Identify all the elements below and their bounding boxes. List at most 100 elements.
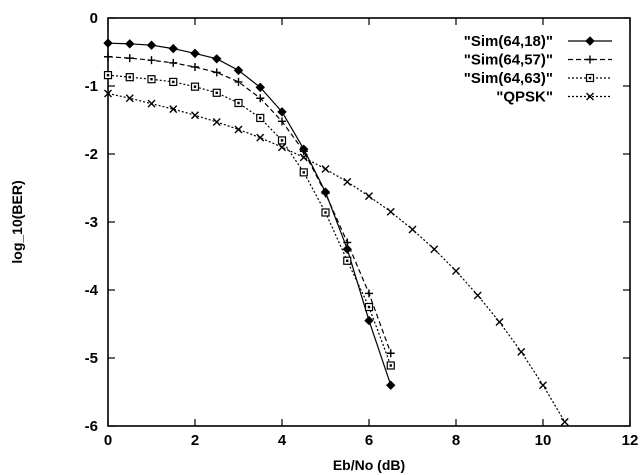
data-point-cross <box>495 317 504 326</box>
legend-item-4: "QPSK" <box>496 89 612 106</box>
data-point-square <box>234 98 243 108</box>
square-center <box>302 171 305 174</box>
data-point-plus <box>191 62 199 71</box>
data-point-diamond <box>255 82 265 93</box>
data-point-cross <box>234 125 243 134</box>
data-point-cross <box>430 245 439 254</box>
data-point-square <box>321 208 330 217</box>
data-point-square <box>103 71 113 80</box>
x-tick-label: 2 <box>191 432 199 449</box>
legend-item-1: "Sim(64,18)" <box>464 33 612 50</box>
x-tick-label: 6 <box>365 432 373 449</box>
data-point-plus <box>278 117 286 126</box>
data-point-cross <box>125 94 134 103</box>
square-center <box>237 101 240 105</box>
data-point-cross <box>539 381 547 390</box>
data-point-cross <box>104 89 112 98</box>
data-point-cross <box>517 347 526 356</box>
data-point-square <box>147 75 156 84</box>
y-tick-label: -2 <box>85 146 98 163</box>
data-point-cross <box>321 164 330 173</box>
data-point-plus <box>386 349 395 358</box>
data-point-square <box>212 88 221 97</box>
data-point-plus <box>125 54 134 63</box>
data-point-plus <box>169 58 178 67</box>
data-point-square <box>190 82 200 91</box>
series-lines <box>103 38 569 426</box>
data-point-cross <box>408 225 417 234</box>
legend-label: "Sim(64,57)" <box>464 52 553 69</box>
data-point-square <box>256 113 265 123</box>
data-point-plus <box>234 77 243 86</box>
data-point-plus <box>343 238 352 247</box>
square-center <box>172 80 175 84</box>
data-point-square <box>277 136 287 145</box>
data-point-cross <box>299 153 308 162</box>
y-tick-label: -5 <box>85 350 98 367</box>
data-point-cross <box>365 192 373 201</box>
x-tick-label: 8 <box>452 432 460 449</box>
y-axis-label: log_10(BER) <box>9 180 25 263</box>
data-point-cross <box>452 266 460 275</box>
square-center <box>259 116 262 120</box>
series-line <box>107 74 392 366</box>
data-point-diamond <box>146 40 157 50</box>
data-point-diamond <box>364 315 374 326</box>
series-4 <box>104 89 569 426</box>
square-center <box>367 305 371 309</box>
data-point-plus <box>104 52 112 61</box>
series-3 <box>103 71 395 370</box>
data-point-diamond <box>212 54 222 64</box>
data-point-diamond <box>125 39 135 49</box>
legend-label: "Sim(64,18)" <box>464 33 553 50</box>
square-center <box>150 78 153 81</box>
data-point-diamond <box>277 107 287 117</box>
y-tick-label: -4 <box>85 282 99 299</box>
square-center <box>106 73 110 77</box>
data-point-cross <box>169 105 178 114</box>
legend-label: "Sim(64,63)" <box>464 70 553 87</box>
data-point-diamond <box>233 65 244 76</box>
data-point-plus <box>212 68 221 77</box>
legend-item-2: "Sim(64,57)" <box>464 52 612 69</box>
series-line <box>107 42 392 386</box>
series-2 <box>104 52 395 358</box>
data-point-diamond <box>103 38 113 48</box>
square-center <box>280 139 284 142</box>
data-point-square <box>125 73 134 82</box>
data-point-plus <box>256 94 265 103</box>
data-point-square <box>364 302 374 312</box>
x-tick-label: 4 <box>278 432 287 449</box>
data-point-cross <box>256 133 265 142</box>
data-point-square <box>343 256 352 265</box>
y-tick-label: 0 <box>90 10 98 27</box>
series-1 <box>103 38 396 390</box>
series-line <box>107 92 566 423</box>
x-axis-label: Eb/No (dB) <box>333 457 405 473</box>
y-tick-label: -6 <box>85 418 98 435</box>
data-point-cross <box>386 207 395 216</box>
data-point-square <box>299 168 308 177</box>
x-tick-label: 0 <box>104 432 112 449</box>
data-point-square <box>386 361 395 370</box>
data-point-plus <box>321 189 330 198</box>
data-point-cross <box>191 111 199 120</box>
data-point-plus <box>299 147 308 156</box>
data-point-cross <box>212 118 221 127</box>
square-center <box>193 85 197 88</box>
data-point-diamond <box>386 380 396 390</box>
square-center <box>324 211 327 214</box>
legend-item-3: "Sim(64,63)" <box>464 70 612 87</box>
data-point-diamond <box>168 43 178 54</box>
legend: "Sim(64,18)" "Sim(64,57)""Sim(64,63)" "QPS… <box>464 33 612 106</box>
data-point-square <box>585 73 595 83</box>
square-center <box>389 364 392 367</box>
data-point-cross <box>586 92 594 101</box>
square-center <box>215 91 218 94</box>
y-tick-label: -1 <box>85 78 98 95</box>
data-point-plus <box>147 56 156 65</box>
tick-marks <box>107 17 631 427</box>
y-tick-label: -3 <box>85 214 98 231</box>
data-point-plus <box>365 289 373 298</box>
